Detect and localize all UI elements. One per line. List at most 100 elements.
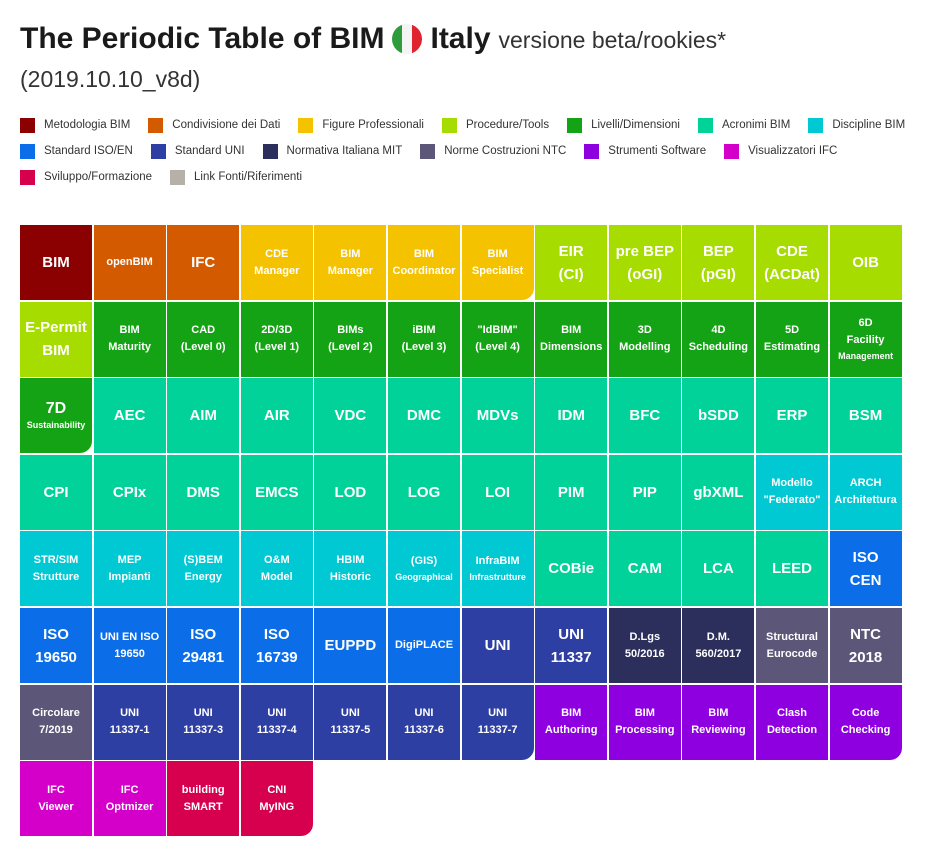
element-cell[interactable]: BIM Coordinator — [388, 225, 460, 300]
element-label: BIM — [42, 254, 70, 271]
element-cell[interactable]: DMC — [388, 378, 460, 454]
italy-flag-icon — [392, 24, 423, 54]
element-cell[interactable]: BFC — [608, 378, 681, 454]
element-cell[interactable]: 5D Estimating — [756, 301, 828, 377]
element-cell[interactable]: DigiPLACE — [388, 608, 460, 683]
element-cell[interactable]: ISO 16739 — [240, 608, 313, 683]
element-label: "IdBIM" — [477, 324, 518, 337]
element-cell[interactable]: MDVs — [461, 378, 534, 454]
element-cell[interactable]: BIM Reviewing — [682, 684, 755, 760]
element-cell[interactable]: STR/SIM Strutture — [20, 531, 92, 607]
element-cell[interactable]: UNI 11337-7 — [461, 684, 534, 760]
element-sublabel: (Level 0) — [180, 341, 226, 354]
element-cell[interactable]: ERP — [756, 378, 828, 454]
element-cell[interactable]: BIM — [20, 225, 92, 300]
element-sublabel: "Federato" — [763, 494, 821, 507]
element-cell[interactable]: BIM Maturity — [93, 301, 166, 377]
element-cell[interactable]: UNI 11337-4 — [240, 684, 313, 760]
element-cell[interactable]: LOG — [388, 454, 460, 530]
element-cell[interactable]: NTC 2018 — [829, 608, 902, 683]
element-cell[interactable]: building SMART — [167, 761, 240, 837]
element-cell[interactable]: CPI — [20, 454, 92, 530]
element-cell[interactable]: (S)BEM Energy — [167, 531, 240, 607]
element-label: openBIM — [106, 256, 153, 268]
element-cell[interactable]: COBie — [535, 531, 608, 607]
element-sublabel: 7/2019 — [39, 724, 73, 737]
element-cell[interactable]: UNI EN ISO 19650 — [93, 608, 166, 683]
element-cell[interactable]: BIMs (Level 2) — [314, 301, 387, 377]
element-cell[interactable]: 6D Facility Management — [829, 301, 902, 377]
element-cell[interactable]: pre BEP (oGI) — [608, 225, 681, 300]
element-cell[interactable]: EMCS — [240, 454, 313, 530]
element-cell[interactable]: CNI MyING — [240, 761, 313, 837]
element-cell[interactable]: ARCH Architettura — [829, 454, 902, 530]
element-cell[interactable]: IFC Optmizer — [93, 761, 166, 837]
element-cell[interactable]: AIR — [240, 378, 313, 454]
element-cell[interactable]: Clash Detection — [756, 684, 828, 760]
element-cell[interactable]: IFC — [167, 225, 240, 300]
element-cell[interactable]: PIM — [535, 454, 608, 530]
element-cell[interactable]: gbXML — [682, 454, 755, 530]
element-cell[interactable]: O&M Model — [240, 531, 313, 607]
element-cell[interactable]: (GIS) Geographical — [388, 531, 460, 607]
element-cell[interactable]: PIP — [608, 454, 681, 530]
element-cell[interactable]: CDE Manager — [240, 225, 313, 300]
element-cell[interactable]: CDE (ACDat) — [756, 225, 828, 300]
element-cell[interactable]: LCA — [682, 531, 755, 607]
element-cell[interactable]: UNI — [461, 608, 534, 683]
element-cell[interactable]: Modello "Federato" — [756, 454, 828, 530]
element-sublabel: 11337-6 — [404, 724, 444, 737]
element-cell[interactable]: LOI — [461, 454, 534, 530]
element-cell[interactable]: UNI 11337 — [535, 608, 608, 683]
element-cell[interactable]: E-Permit BIM — [20, 301, 92, 377]
element-cell[interactable]: InfraBIM Infrastrutture — [461, 531, 534, 607]
element-cell[interactable]: CAD (Level 0) — [167, 301, 240, 377]
element-cell[interactable]: UNI 11337-5 — [314, 684, 387, 760]
element-cell[interactable]: openBIM — [93, 225, 166, 300]
element-cell[interactable]: 2D/3D (Level 1) — [240, 301, 313, 377]
legend-label: Link Fonti/Riferimenti — [194, 171, 303, 183]
element-cell[interactable]: ISO 19650 — [20, 608, 92, 683]
element-cell[interactable]: DMS — [167, 454, 240, 530]
element-cell[interactable]: LOD — [314, 454, 387, 530]
element-cell[interactable]: 4D Scheduling — [682, 301, 755, 377]
element-cell[interactable]: ISO CEN — [829, 531, 902, 607]
element-cell[interactable]: MEP Impianti — [93, 531, 166, 607]
element-cell[interactable]: LEED — [756, 531, 828, 607]
element-cell[interactable]: OIB — [829, 225, 902, 300]
element-cell[interactable]: BIM Processing — [608, 684, 681, 760]
element-cell[interactable]: AEC — [93, 378, 166, 454]
element-cell[interactable]: 7D Sustainability — [20, 378, 92, 454]
element-cell[interactable]: EUPPD — [314, 608, 387, 683]
element-cell[interactable]: ISO 29481 — [167, 608, 240, 683]
element-cell[interactable]: Circolare 7/2019 — [20, 684, 92, 760]
element-cell[interactable]: EIR (CI) — [535, 225, 608, 300]
element-cell[interactable]: UNI 11337-3 — [167, 684, 240, 760]
element-cell[interactable]: D.Lgs 50/2016 — [608, 608, 681, 683]
element-cell[interactable]: AIM — [167, 378, 240, 454]
element-cell[interactable]: IFC Viewer — [20, 761, 92, 837]
element-cell[interactable]: BIM Manager — [314, 225, 387, 300]
element-cell[interactable]: 3D Modelling — [608, 301, 681, 377]
element-cell[interactable]: BEP (pGI) — [682, 225, 755, 300]
element-label: DMS — [186, 483, 220, 501]
legend-label: Condivisione dei Dati — [172, 119, 281, 131]
element-sublabel: Processing — [615, 724, 675, 737]
element-cell[interactable]: Code Checking — [829, 684, 902, 760]
element-cell[interactable]: BIM Authoring — [535, 684, 608, 760]
element-cell[interactable]: UNI 11337-1 — [93, 684, 166, 760]
element-cell[interactable]: "IdBIM" (Level 4) — [461, 301, 534, 377]
element-cell[interactable]: UNI 11337-6 — [388, 684, 460, 760]
element-cell[interactable]: BSM — [829, 378, 902, 454]
element-cell[interactable]: Structural Eurocode — [756, 608, 828, 683]
element-cell[interactable]: CAM — [608, 531, 681, 607]
element-cell[interactable]: CPIx — [93, 454, 166, 530]
element-cell[interactable]: bSDD — [682, 378, 755, 454]
element-cell[interactable]: HBIM Historic — [314, 531, 387, 607]
element-cell[interactable]: VDC — [314, 378, 387, 454]
element-cell[interactable]: D.M. 560/2017 — [682, 608, 755, 683]
element-cell[interactable]: BIM Dimensions — [535, 301, 608, 377]
element-cell[interactable]: IDM — [535, 378, 608, 454]
element-cell[interactable]: BIM Specialist — [461, 225, 534, 300]
element-cell[interactable]: iBIM (Level 3) — [388, 301, 460, 377]
